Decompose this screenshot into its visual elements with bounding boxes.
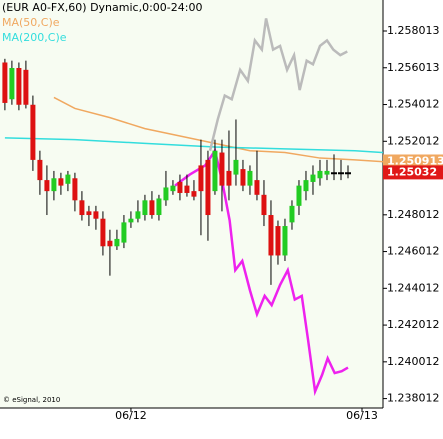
- candle-body: [128, 218, 134, 223]
- candle-body: [212, 150, 218, 192]
- y-tick-label: 1.258013: [387, 24, 440, 37]
- candle-body: [58, 178, 64, 186]
- price-marker: [383, 154, 443, 169]
- copyright: © eSignal, 2010: [3, 396, 60, 404]
- candle-body: [296, 185, 302, 206]
- plot-area: [0, 0, 383, 408]
- candle-body: [2, 62, 8, 103]
- y-tick-label: 1.238012: [387, 392, 440, 405]
- candle-body: [163, 187, 169, 201]
- candle-body: [191, 191, 197, 197]
- candle-body: [65, 174, 71, 184]
- candle-body: [337, 172, 344, 175]
- y-tick-label: 1.252012: [387, 134, 440, 147]
- candle-body: [303, 180, 309, 192]
- candle-body: [289, 205, 295, 223]
- x-tick-label: 06/13: [346, 409, 378, 422]
- candle-body: [170, 185, 176, 192]
- candle-body: [282, 226, 288, 256]
- candle-body: [9, 68, 15, 100]
- candle-body: [37, 159, 43, 181]
- candle-body: [275, 226, 281, 256]
- candle-body: [30, 104, 36, 160]
- y-tick-label: 1.248012: [387, 208, 440, 221]
- candle-body: [23, 69, 29, 105]
- candle-body: [16, 68, 22, 105]
- candle-body: [107, 240, 113, 247]
- candle-body: [330, 172, 337, 175]
- candle-body: [310, 174, 316, 182]
- candle-body: [344, 172, 351, 175]
- candle-body: [324, 170, 330, 175]
- price-marker-label: 1.25032: [387, 165, 437, 178]
- y-tick-label: 1.240012: [387, 355, 440, 368]
- candle-body: [254, 180, 260, 195]
- candle-body: [233, 159, 239, 175]
- x-tick-label: 06/12: [115, 409, 147, 422]
- price-marker: [383, 165, 443, 180]
- price-marker-label: 1.250913: [387, 154, 443, 167]
- chart-title: (EUR A0-FX,60) Dynamic,0:00-24:00: [2, 1, 202, 14]
- candle-body: [240, 169, 246, 186]
- candle-body: [44, 180, 50, 192]
- legend-entry: MA(50,C)e: [2, 16, 60, 29]
- legend-entry: MA(200,C)e: [2, 31, 67, 44]
- candle-body: [317, 170, 323, 179]
- candle-body: [226, 170, 232, 186]
- candle-body: [93, 211, 99, 219]
- candle-body: [156, 198, 162, 216]
- candle-body: [86, 211, 92, 216]
- candle-body: [261, 194, 267, 216]
- y-tick-label: 1.244012: [387, 281, 440, 294]
- candle-body: [177, 181, 183, 193]
- candle-body: [198, 165, 204, 192]
- candle-body: [149, 200, 155, 216]
- marks: [2, 18, 384, 397]
- candle-body: [100, 218, 106, 247]
- y-tick-label: 1.256013: [387, 61, 440, 74]
- candle-body: [184, 185, 190, 193]
- y-tick-label: 1.242012: [387, 318, 440, 331]
- candle-body: [114, 238, 120, 247]
- candle-body: [219, 152, 225, 186]
- candle-body: [268, 215, 274, 256]
- candle-body: [205, 159, 211, 216]
- candle-body: [121, 222, 127, 243]
- candle-body: [79, 200, 85, 216]
- candle-body: [72, 178, 78, 201]
- y-tick-label: 1.254012: [387, 98, 440, 111]
- projection-line: [208, 18, 348, 152]
- candle-body: [51, 178, 57, 192]
- candle-body: [142, 200, 148, 216]
- candle-body: [135, 211, 141, 219]
- y-tick-label: 1.246012: [387, 245, 440, 258]
- candle-body: [247, 170, 253, 186]
